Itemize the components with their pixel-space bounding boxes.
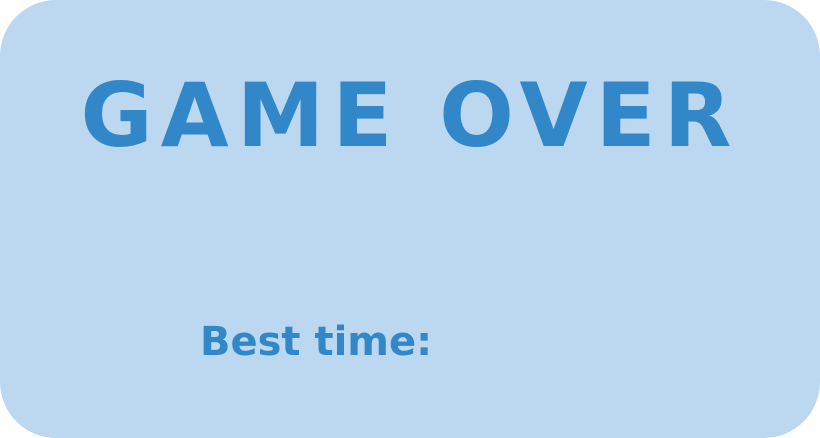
- game-over-title: GAME OVER: [80, 64, 740, 167]
- best-time-label: Best time:: [200, 319, 433, 365]
- best-time-row: Best time:: [200, 316, 446, 368]
